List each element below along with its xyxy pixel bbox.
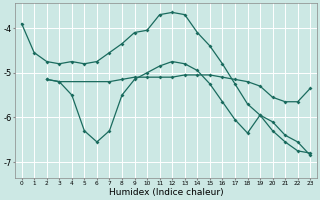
X-axis label: Humidex (Indice chaleur): Humidex (Indice chaleur): [108, 188, 223, 197]
